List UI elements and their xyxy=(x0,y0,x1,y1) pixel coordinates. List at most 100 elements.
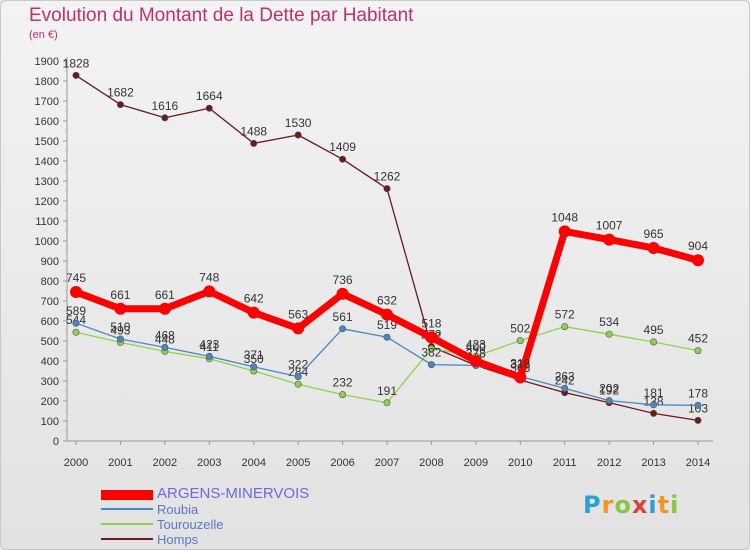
data-label-tourouzelle: 495 xyxy=(644,323,664,337)
y-tick-label: 500 xyxy=(41,336,59,348)
data-label-argens-minervois: 632 xyxy=(377,294,397,308)
data-point-roubia xyxy=(650,401,658,409)
y-tick-label: 1800 xyxy=(35,76,59,88)
data-point-homps xyxy=(339,155,347,163)
data-label-argens-minervois: 1007 xyxy=(596,219,623,233)
data-label-argens-minervois: 518 xyxy=(421,316,441,330)
data-point-argens-minervois xyxy=(292,322,305,335)
data-point-tourouzelle xyxy=(294,380,302,388)
data-point-homps xyxy=(250,139,258,147)
data-point-homps xyxy=(650,409,658,417)
data-label-tourouzelle: 448 xyxy=(155,332,175,346)
data-label-homps: 1664 xyxy=(196,89,223,103)
data-point-argens-minervois xyxy=(692,254,704,267)
legend-item-roubia: Roubia xyxy=(101,502,401,517)
data-label-homps: 242 xyxy=(555,374,575,388)
data-point-tourouzelle xyxy=(694,347,702,355)
data-point-homps xyxy=(205,104,213,112)
data-label-tourouzelle: 423 xyxy=(466,337,486,351)
data-label-roubia: 519 xyxy=(377,318,397,332)
x-tick-label: 2010 xyxy=(508,457,532,469)
data-point-roubia xyxy=(383,333,391,341)
data-label-argens-minervois: 1048 xyxy=(551,210,578,224)
x-tick-label: 2002 xyxy=(153,457,177,469)
data-point-tourouzelle xyxy=(516,337,524,345)
data-point-roubia xyxy=(116,335,124,343)
y-tick-label: 1100 xyxy=(35,216,59,228)
x-tick-label: 2008 xyxy=(419,457,443,469)
legend-swatch-argens-minervois xyxy=(101,490,153,500)
x-tick-label: 2011 xyxy=(553,457,577,469)
series-line-homps xyxy=(75,74,699,422)
data-label-argens-minervois: 400 xyxy=(466,340,486,354)
data-label-tourouzelle: 534 xyxy=(599,315,619,329)
y-tick-label: 1000 xyxy=(35,236,59,248)
data-point-homps xyxy=(116,101,124,109)
y-tick-label: 0 xyxy=(53,436,59,448)
data-label-tourouzelle: 191 xyxy=(377,384,397,398)
chart-title: Evolution du Montant de la Dette par Hab… xyxy=(29,5,414,26)
data-point-homps xyxy=(72,71,80,79)
x-tick-label: 2009 xyxy=(464,457,488,469)
data-label-argens-minervois: 642 xyxy=(244,292,264,306)
y-tick-label: 1200 xyxy=(35,196,59,208)
data-label-roubia: 561 xyxy=(333,310,353,324)
x-tick-label: 2000 xyxy=(64,457,88,469)
data-point-roubia xyxy=(339,325,347,333)
data-label-tourouzelle: 572 xyxy=(555,308,575,322)
data-label-argens-minervois: 904 xyxy=(688,239,708,253)
data-label-argens-minervois: 661 xyxy=(110,288,130,302)
data-point-roubia xyxy=(605,397,613,405)
data-label-tourouzelle: 502 xyxy=(510,322,530,336)
legend-label-tourouzelle: Tourouzelle xyxy=(157,517,224,532)
data-point-homps xyxy=(694,416,702,424)
data-point-argens-minervois xyxy=(70,286,82,298)
data-label-homps: 1409 xyxy=(329,140,356,154)
data-point-roubia xyxy=(205,352,213,360)
data-label-homps: 192 xyxy=(599,384,619,398)
data-point-roubia xyxy=(294,373,302,381)
data-point-roubia xyxy=(250,363,258,371)
x-tick-label: 2003 xyxy=(197,457,221,469)
data-point-argens-minervois xyxy=(203,285,216,298)
x-tick-label: 2005 xyxy=(286,457,310,469)
legend-swatch-roubia xyxy=(101,508,153,510)
data-point-roubia xyxy=(561,384,569,392)
data-point-homps xyxy=(161,114,169,122)
data-point-argens-minervois xyxy=(603,233,616,246)
y-tick-label: 900 xyxy=(41,256,59,268)
data-label-argens-minervois: 745 xyxy=(66,271,86,285)
chart-legend: ARGENS-MINERVOIS Roubia Tourouzelle Homp… xyxy=(101,486,401,547)
data-label-argens-minervois: 748 xyxy=(199,270,219,284)
data-point-homps xyxy=(383,185,391,193)
legend-swatch-tourouzelle xyxy=(101,523,153,525)
x-tick-label: 2007 xyxy=(375,457,399,469)
chart-subtitle: (en €) xyxy=(29,29,58,41)
y-tick-label: 800 xyxy=(41,276,59,288)
data-label-homps: 1616 xyxy=(152,99,179,113)
data-point-argens-minervois xyxy=(469,355,482,367)
x-tick-label: 2013 xyxy=(641,457,665,469)
data-label-homps: 1530 xyxy=(285,116,312,130)
data-point-tourouzelle xyxy=(72,328,80,336)
data-label-homps: 1682 xyxy=(107,86,134,100)
y-tick-label: 1900 xyxy=(35,56,59,68)
data-point-roubia xyxy=(161,343,169,351)
data-point-argens-minervois xyxy=(158,302,171,315)
legend-item-tourouzelle: Tourouzelle xyxy=(101,517,401,532)
x-tick-label: 2001 xyxy=(108,457,132,469)
data-label-argens-minervois: 563 xyxy=(288,307,308,321)
data-label-argens-minervois: 965 xyxy=(644,227,664,241)
data-label-roubia: 322 xyxy=(288,358,308,372)
y-tick-label: 1600 xyxy=(35,116,59,128)
legend-label-homps: Homps xyxy=(157,532,199,547)
data-point-argens-minervois xyxy=(647,242,660,254)
data-label-tourouzelle: 232 xyxy=(333,376,353,390)
y-tick-label: 400 xyxy=(41,356,59,368)
data-label-roubia: 510 xyxy=(110,320,130,334)
legend-label-roubia: Roubia xyxy=(157,502,199,517)
data-label-tourouzelle: 411 xyxy=(200,340,219,354)
legend-item-homps: Homps xyxy=(101,532,401,547)
